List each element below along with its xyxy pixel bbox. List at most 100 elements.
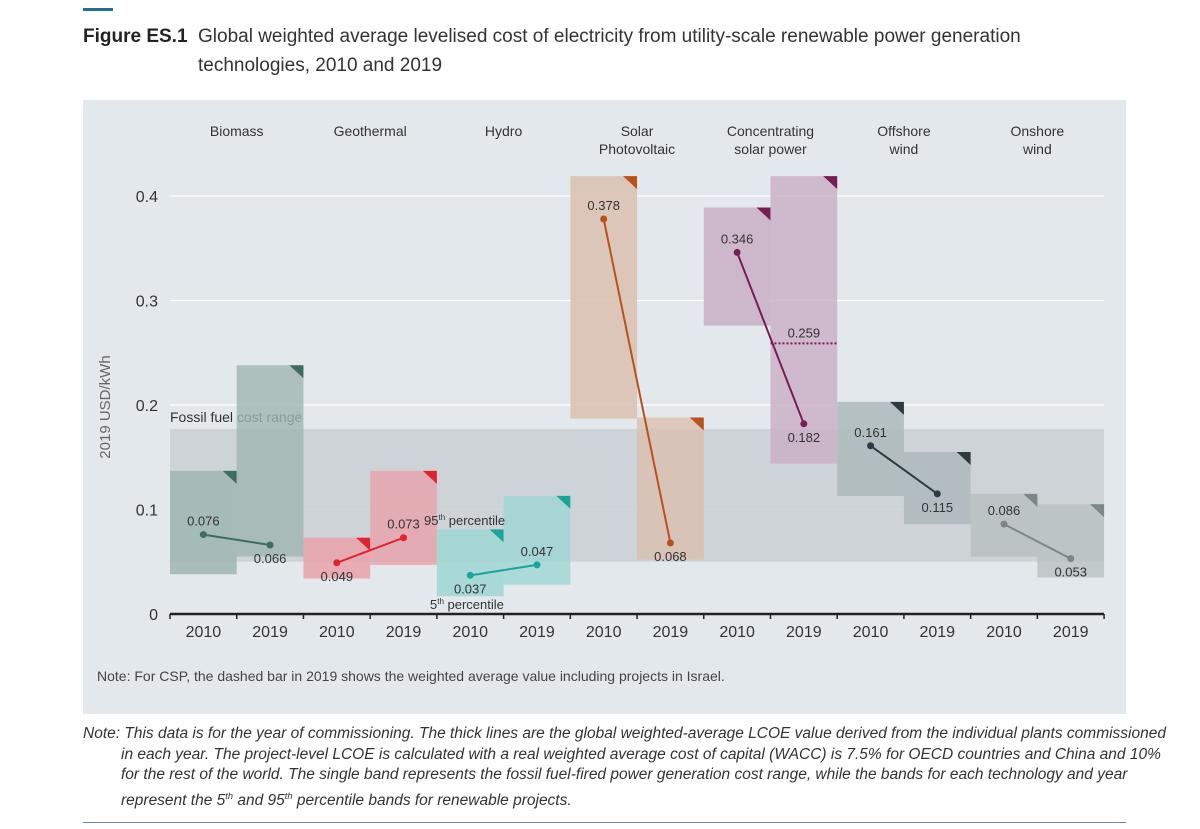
data-label: 0.076 (187, 514, 220, 529)
band-corner-marker (823, 176, 838, 190)
x-tick-label: 2019 (919, 624, 955, 641)
category-label: Solar (621, 123, 654, 139)
category-label: Onshore (1011, 123, 1065, 139)
percentile-band (1037, 504, 1105, 578)
y-tick-label: 0 (149, 607, 158, 624)
trend-line (869, 444, 938, 495)
data-point (600, 215, 608, 223)
data-label: 0.115 (921, 500, 953, 515)
footnote-sup-2: th (284, 790, 293, 801)
trend-line (470, 563, 538, 577)
data-point (400, 534, 408, 542)
band-corner-marker (489, 529, 504, 543)
data-point (1000, 520, 1008, 528)
x-tick-label: 2010 (319, 624, 355, 641)
data-label: 0.346 (721, 231, 754, 246)
band-corner-marker (1023, 493, 1038, 507)
x-tick-label: 2019 (653, 624, 689, 641)
percentile-band (770, 176, 838, 464)
percentile-band (436, 529, 504, 597)
band-corner-marker (222, 470, 237, 484)
category-label: Photovoltaic (599, 141, 675, 157)
percentile-band (703, 207, 771, 326)
band-corner-marker (289, 365, 304, 379)
band-corner-marker (356, 537, 371, 551)
percentile-band (903, 452, 971, 525)
y-axis-label: 2019 USD/kWh (97, 355, 114, 458)
percentile-band (303, 537, 371, 579)
band-corner-marker (756, 207, 771, 221)
dashed-average-label: 0.259 (788, 325, 821, 340)
trend-line (336, 536, 404, 564)
data-point (1067, 555, 1075, 563)
p5-annotation: 5th percentile (430, 597, 504, 612)
category-label: Geothermal (334, 123, 407, 139)
accent-bar (83, 8, 113, 11)
data-point (199, 531, 207, 539)
data-label: 0.049 (321, 569, 354, 584)
data-point (466, 571, 474, 579)
data-point (666, 539, 674, 547)
footnote-sup: th (225, 790, 234, 801)
x-tick-label: 2010 (452, 624, 488, 641)
x-tick-label: 2019 (252, 624, 288, 641)
footnote-text-3: percentile bands for renewable projects. (292, 791, 572, 809)
data-label: 0.182 (788, 430, 821, 445)
band-corner-marker (422, 470, 437, 484)
band-corner-marker (956, 452, 971, 466)
x-tick-label: 2010 (186, 624, 222, 641)
percentile-band (637, 417, 704, 560)
data-label: 0.161 (854, 425, 887, 440)
x-tick-label: 2019 (1053, 624, 1089, 641)
data-label: 0.068 (654, 549, 687, 564)
band-corner-marker (689, 417, 704, 431)
data-label: 0.047 (521, 544, 554, 559)
x-tick-label: 2010 (986, 624, 1022, 641)
data-point (933, 490, 941, 498)
band-corner-marker (889, 401, 904, 415)
category-label: Offshore (877, 123, 931, 139)
footnote-text: This data is for the year of commissioni… (120, 725, 1166, 809)
y-tick-label: 0.4 (136, 189, 158, 206)
y-tick-label: 0.1 (136, 503, 158, 520)
y-tick-label: 0.3 (136, 294, 158, 311)
category-label: solar power (734, 141, 807, 157)
data-point (533, 561, 541, 569)
trend-line (602, 218, 672, 544)
percentile-band (370, 470, 437, 565)
percentile-band (236, 365, 304, 557)
p95-annotation: 95th percentile (424, 513, 505, 528)
y-tick-label: 0.2 (136, 398, 158, 415)
title-line-2: technologies, 2010 and 2019 (198, 55, 443, 76)
footnote: Note: This data is for the year of commi… (83, 724, 1171, 811)
chart-note: Note: For CSP, the dashed bar in 2019 sh… (97, 668, 725, 684)
data-point (266, 541, 274, 549)
figure-title: Figure ES.1 Global weighted average level… (83, 22, 1123, 80)
category-label: wind (889, 141, 919, 157)
trend-line (736, 252, 805, 425)
percentile-band (170, 470, 237, 575)
x-tick-label: 2010 (853, 624, 889, 641)
category-label: Biomass (210, 123, 264, 139)
bottom-rule (83, 822, 1126, 823)
category-label: Concentrating (727, 123, 814, 139)
data-point (733, 248, 741, 256)
band-corner-marker (556, 495, 571, 509)
data-point (867, 442, 875, 450)
percentile-band (503, 495, 571, 585)
trend-line (1003, 523, 1072, 560)
title-line-1: Global weighted average levelised cost o… (198, 26, 1021, 47)
data-point (800, 420, 808, 428)
data-label: 0.053 (1054, 565, 1087, 580)
figure-label: Figure ES.1 (83, 26, 188, 47)
category-label: Hydro (485, 123, 523, 139)
data-label: 0.066 (254, 551, 287, 566)
x-tick-label: 2010 (586, 624, 622, 641)
category-label: wind (1022, 141, 1052, 157)
data-label: 0.378 (587, 198, 620, 213)
data-label: 0.037 (454, 581, 487, 596)
x-tick-label: 2019 (786, 624, 822, 641)
data-label: 0.073 (387, 517, 420, 532)
data-label: 0.086 (988, 503, 1021, 518)
